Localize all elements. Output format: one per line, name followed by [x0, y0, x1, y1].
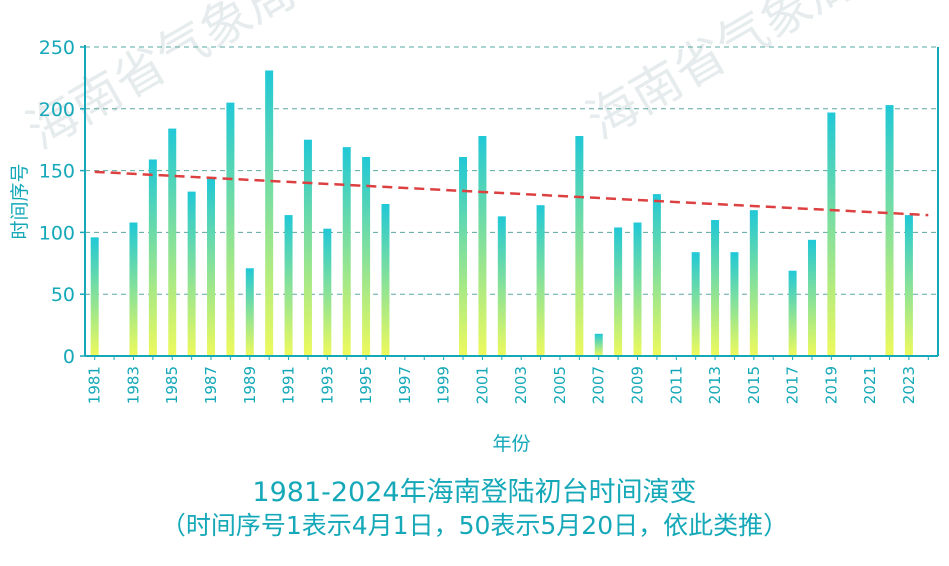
- bar-2018: [807, 239, 816, 356]
- chart-title: 1981-2024年海南登陆初台时间演变: [252, 477, 697, 508]
- bar-2010: [652, 194, 661, 356]
- x-tick-label: 1983: [124, 366, 142, 404]
- x-tick-label: 2021: [861, 366, 879, 404]
- bar-1989: [245, 268, 254, 356]
- bar-1991: [284, 215, 293, 356]
- x-tick-label: 2007: [590, 366, 608, 404]
- bar-2000: [459, 157, 468, 356]
- x-tick-label: 1997: [396, 366, 414, 404]
- axes-layer: 0 50 100 150 200 250 1981 1983 1985 1987 1989 1991 1…: [9, 37, 939, 455]
- chart-subtitle: （时间序号1表示4月1日，50表示5月20日，依此类推）: [160, 511, 789, 540]
- bar-1988: [226, 102, 235, 357]
- bar-2017: [788, 270, 797, 356]
- y-tick-label: 50: [51, 284, 75, 306]
- x-tick-label: 2005: [551, 366, 569, 404]
- bar-2008: [614, 227, 623, 356]
- bar-1996: [381, 203, 390, 356]
- x-tick-label: 2015: [745, 366, 763, 404]
- x-tick-label: 2017: [784, 366, 802, 404]
- trend-layer: [94, 170, 929, 217]
- x-tick-label: 2011: [667, 366, 685, 404]
- y-tick-label: 250: [39, 37, 75, 59]
- bar-2023: [904, 215, 913, 356]
- bar-1990: [265, 70, 274, 356]
- bar-1981: [90, 237, 99, 356]
- bar-1992: [303, 139, 312, 356]
- x-tick-label: 1999: [435, 366, 453, 404]
- bar-2013: [711, 220, 720, 356]
- y-tick-label: 0: [63, 346, 75, 368]
- x-tick-label: 2003: [512, 366, 530, 404]
- x-tick-label: 2013: [706, 366, 724, 404]
- x-tick-label: 1991: [280, 366, 298, 404]
- y-tick-label: 200: [39, 99, 75, 121]
- x-axis-title: 年份: [492, 433, 530, 455]
- bar-1986: [187, 191, 196, 356]
- watermark-text: 海南省气象局: [17, 0, 306, 160]
- bar-1983: [129, 222, 138, 356]
- bar-2009: [633, 222, 642, 356]
- x-tick-label: 2009: [629, 366, 647, 404]
- x-tick-label: 2001: [473, 366, 491, 404]
- y-tick-label: 100: [39, 222, 75, 244]
- bar-2007: [594, 333, 603, 356]
- bar-1987: [207, 178, 216, 356]
- bar-2019: [827, 112, 836, 357]
- bar-2014: [730, 252, 739, 356]
- x-tick-label: 1987: [202, 366, 220, 404]
- y-tick-label: 150: [39, 161, 75, 183]
- x-tick-label: 1993: [318, 366, 336, 404]
- bar-2002: [497, 216, 506, 356]
- bar-2012: [691, 252, 700, 356]
- gridlines: [85, 46, 938, 295]
- bar-2022: [885, 105, 894, 356]
- bar-2004: [536, 205, 545, 356]
- x-tick-label: 1981: [86, 366, 104, 404]
- bar-1985: [168, 128, 177, 356]
- x-tick-label: 2023: [900, 366, 918, 404]
- y-axis-title: 时间序号: [9, 163, 31, 239]
- bar-1993: [323, 228, 332, 356]
- bars-layer: [90, 70, 913, 357]
- bar-1984: [148, 159, 157, 356]
- x-tick-label: 1989: [241, 366, 259, 404]
- x-tick-label: 1995: [357, 366, 375, 404]
- bar-2015: [749, 210, 758, 356]
- bar-1994: [342, 147, 351, 356]
- trend-line: [94, 170, 929, 217]
- bar-2001: [478, 135, 487, 356]
- x-tick-label: 2019: [822, 366, 840, 404]
- x-tick-label: 1985: [163, 366, 181, 404]
- chart-svg: 海南省气象局 海南省气象局 0 50 100 150 200 250 1981 1983 1985…: [9, 0, 939, 455]
- bar-2006: [575, 135, 584, 356]
- bar-1995: [362, 157, 371, 356]
- watermark-layer: 海南省气象局 海南省气象局: [17, 0, 866, 160]
- watermark-text: 海南省气象局: [577, 0, 866, 150]
